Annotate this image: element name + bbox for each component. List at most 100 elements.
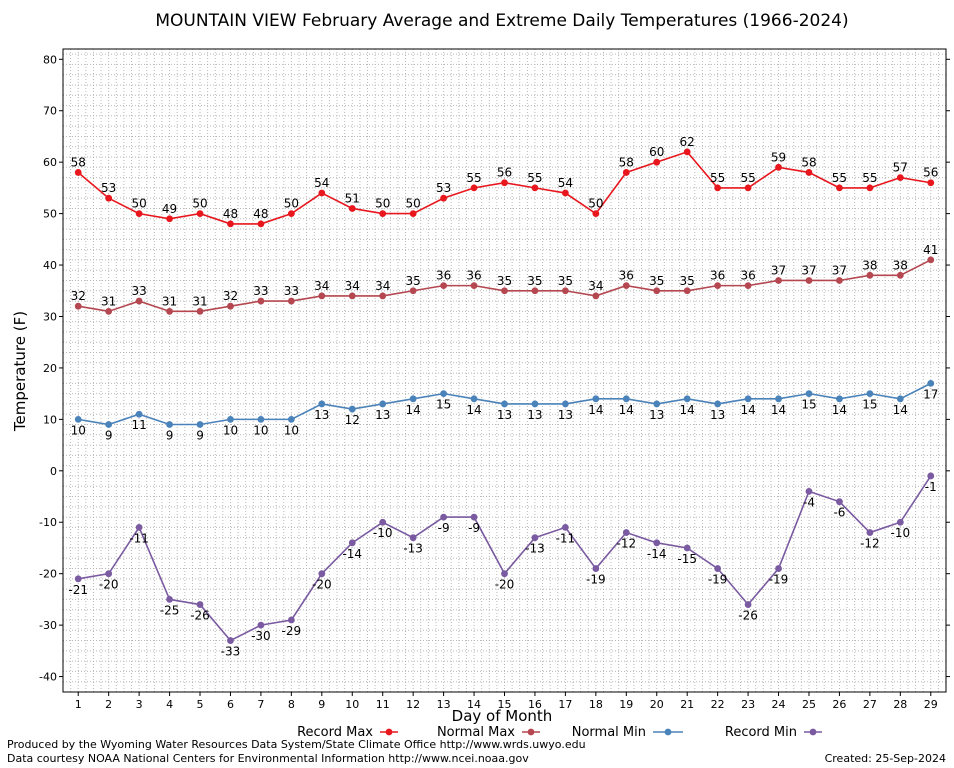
- normal-max-point: [592, 292, 600, 300]
- record-max-point: [135, 210, 143, 218]
- normal-max-data-label: 31: [192, 294, 207, 308]
- x-tick-label: 3: [136, 698, 143, 711]
- x-tick-label: 8: [288, 698, 295, 711]
- normal-min-data-label: 14: [619, 403, 634, 417]
- y-axis-label: Temperature (F): [11, 311, 29, 432]
- record-min-data-label: -6: [833, 506, 845, 520]
- record-min-point: [531, 534, 539, 542]
- record-max-point: [592, 210, 600, 218]
- record-min-data-label: -20: [99, 578, 119, 592]
- record-max-data-label: 53: [436, 181, 451, 195]
- normal-max-point: [714, 282, 722, 290]
- x-tick-label: 2: [105, 698, 112, 711]
- normal-max-point: [653, 287, 661, 295]
- normal-max-point: [379, 292, 387, 300]
- normal-max-data-label: 34: [588, 279, 603, 293]
- record-min-point: [470, 513, 478, 521]
- normal-min-data-label: 13: [558, 408, 573, 422]
- record-min-point: [927, 472, 935, 480]
- record-min-point: [836, 498, 843, 506]
- legend-label-record-min: Record Min: [725, 725, 797, 740]
- record-min-data-label: -21: [68, 583, 88, 597]
- normal-max-point: [805, 277, 813, 284]
- normal-min-point: [227, 415, 234, 423]
- record-max-point: [744, 184, 752, 192]
- x-tick-label: 14: [467, 698, 481, 711]
- record-min-point: [440, 513, 448, 521]
- normal-max-data-label: 34: [345, 279, 360, 293]
- normal-max-point: [683, 287, 691, 295]
- record-min-point: [135, 523, 143, 531]
- x-tick-label: 10: [345, 698, 359, 711]
- legend-marker-normal-max: [527, 728, 535, 736]
- record-max-point: [227, 220, 234, 228]
- record-max-point: [166, 215, 173, 223]
- footer-created-date: Created: 25-Sep-2024: [825, 752, 946, 765]
- x-axis-label: Day of Month: [452, 707, 553, 725]
- record-min-data-label: -19: [708, 573, 728, 587]
- normal-max-point: [318, 292, 326, 300]
- normal-min-point: [805, 390, 813, 398]
- normal-min-point: [927, 379, 935, 387]
- normal-min-point: [470, 395, 478, 403]
- normal-min-data-label: 15: [862, 398, 877, 412]
- normal-max-data-label: 32: [223, 289, 238, 303]
- legend-label-normal-max: Normal Max: [437, 725, 515, 740]
- record-min-point: [287, 616, 295, 624]
- record-max-data-label: 55: [740, 171, 755, 185]
- record-max-point: [896, 174, 904, 182]
- x-tick-label: 23: [741, 698, 755, 711]
- normal-min-data-label: 14: [680, 403, 695, 417]
- record-min-point: [805, 487, 813, 495]
- normal-max-data-label: 36: [466, 269, 481, 283]
- record-min-data-label: -12: [616, 537, 636, 551]
- x-tick-label: 9: [318, 698, 325, 711]
- record-max-point: [836, 184, 843, 192]
- y-tick-label: 10: [43, 413, 57, 426]
- normal-min-point: [501, 400, 508, 408]
- normal-min-point: [257, 415, 265, 423]
- normal-max-point: [227, 302, 234, 310]
- record-max-data-label: 50: [284, 197, 299, 211]
- y-tick-label: 30: [43, 310, 57, 323]
- record-min-data-label: -11: [556, 531, 576, 545]
- normal-min-data-label: 10: [284, 423, 299, 437]
- normal-max-point: [409, 287, 417, 295]
- record-max-data-label: 51: [345, 191, 360, 205]
- normal-min-point: [775, 395, 782, 403]
- legend-marker-record-max: [385, 728, 393, 736]
- normal-max-data-label: 35: [406, 274, 421, 288]
- record-min-point: [196, 601, 204, 608]
- record-max-point: [440, 194, 448, 202]
- normal-max-data-label: 38: [893, 258, 908, 272]
- record-max-point: [866, 184, 874, 192]
- record-min-point: [501, 570, 508, 578]
- record-max-point: [927, 179, 935, 187]
- normal-max-point: [470, 282, 478, 290]
- record-max-point: [74, 169, 82, 176]
- x-tick-label: 19: [619, 698, 633, 711]
- x-tick-label: 26: [832, 698, 846, 711]
- record-max-point: [409, 210, 417, 218]
- y-tick-label: 40: [43, 259, 57, 272]
- normal-min-point: [836, 395, 843, 403]
- grid: [62, 49, 947, 693]
- normal-max-point: [622, 282, 630, 290]
- x-tick-label: 18: [589, 698, 603, 711]
- normal-min-point: [135, 410, 143, 418]
- y-tick-label: -40: [39, 671, 57, 684]
- normal-max-point: [561, 287, 569, 295]
- normal-min-point: [318, 400, 326, 408]
- normal-min-data-label: 13: [375, 408, 390, 422]
- record-max-data-label: 53: [101, 181, 116, 195]
- x-tick-label: 13: [437, 698, 451, 711]
- normal-min-data-label: 11: [131, 418, 146, 432]
- normal-min-point: [440, 390, 448, 398]
- record-min-point: [866, 529, 874, 536]
- normal-max-point: [775, 277, 782, 284]
- record-min-data-label: -26: [190, 609, 210, 623]
- normal-min-data-label: 14: [466, 403, 481, 417]
- record-max-point: [348, 205, 356, 212]
- record-min-point: [744, 601, 752, 608]
